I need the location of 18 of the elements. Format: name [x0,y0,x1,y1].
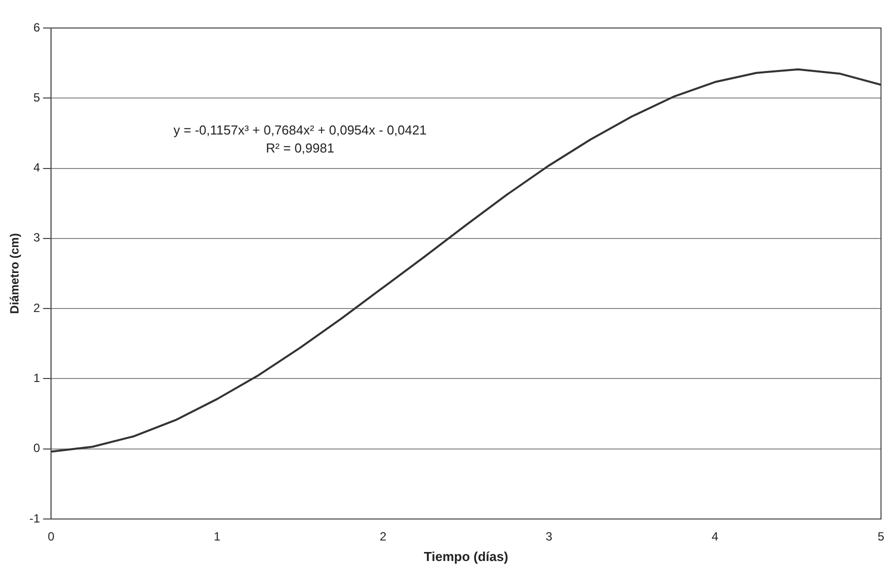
y-tick-label: 5 [33,90,40,104]
x-axis-title: Tiempo (días) [424,548,508,564]
y-tick-label: 1 [33,371,40,386]
x-tick-label: 3 [546,530,553,544]
annotation: R² = 0,9981 [266,140,334,156]
y-tick-label: 0 [33,441,40,456]
y-axis-title: Diámetro (cm) [8,233,22,314]
y-tick-label: 3 [33,230,40,245]
x-tick-label: 1 [214,530,221,544]
x-tick-label: 5 [878,530,885,544]
y-tick-label: -1 [29,511,40,526]
annotation: y = -0,1157x³ + 0,7684x² + 0,0954x - 0,0421 [174,122,427,138]
y-tick-label: 4 [33,160,40,175]
y-tick-label: 2 [33,300,40,315]
x-tick-label: 4 [712,530,719,544]
x-tick-label: 0 [48,530,55,544]
x-tick-label: 2 [380,530,387,544]
y-tick-label: 6 [33,20,40,34]
